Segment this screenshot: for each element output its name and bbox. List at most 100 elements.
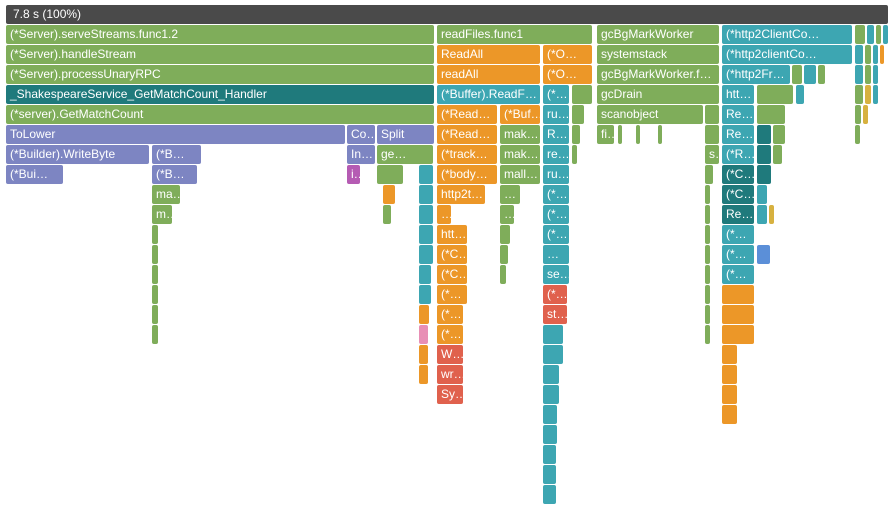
flame-frame-sliver[interactable]	[757, 205, 767, 224]
flame-frame-sliver[interactable]	[722, 285, 754, 304]
flame-frame-sliver[interactable]	[543, 445, 556, 464]
flame-frame-sliver[interactable]	[722, 385, 737, 404]
flame-frame-sliver[interactable]	[572, 145, 577, 164]
flame-frame[interactable]: (*C…	[722, 165, 754, 184]
flame-frame[interactable]: mak…	[500, 125, 540, 144]
flame-frame[interactable]: htt…	[722, 85, 754, 104]
flame-frame[interactable]: …	[500, 205, 514, 224]
flame-frame[interactable]: (*Buf…	[500, 105, 540, 124]
flame-frame-sliver[interactable]	[419, 205, 433, 224]
flame-frame-sliver[interactable]	[757, 145, 771, 164]
flame-frame-sliver[interactable]	[500, 225, 510, 244]
flame-frame[interactable]: (*Builder).WriteByte	[6, 145, 149, 164]
flame-frame[interactable]: htt…	[437, 225, 467, 244]
flame-frame[interactable]: Co…	[347, 125, 375, 144]
flame-frame-sliver[interactable]	[792, 65, 802, 84]
flame-frame-sliver[interactable]	[855, 125, 860, 144]
flame-frame-sliver[interactable]	[543, 365, 559, 384]
flame-frame-sliver[interactable]	[863, 105, 868, 124]
flame-frame[interactable]: http2t…	[437, 185, 485, 204]
flame-frame[interactable]: ReadAll	[437, 45, 540, 64]
flame-frame[interactable]: …	[543, 245, 569, 264]
flame-frame-sliver[interactable]	[873, 45, 878, 64]
flame-frame[interactable]: (*C…	[437, 265, 467, 284]
flame-frame[interactable]: (*…	[437, 325, 463, 344]
flame-frame-sliver[interactable]	[796, 85, 804, 104]
flame-frame-sliver[interactable]	[383, 205, 391, 224]
flame-frame[interactable]: wr…	[437, 365, 463, 384]
flame-frame[interactable]: (*track…	[437, 145, 497, 164]
flame-frame[interactable]: Re…	[722, 125, 754, 144]
flame-frame[interactable]: Sy…	[437, 385, 463, 404]
flame-frame[interactable]: Re…	[722, 205, 754, 224]
flame-frame-sliver[interactable]	[855, 25, 865, 44]
flame-frame[interactable]: Re…	[722, 105, 754, 124]
flame-frame-sliver[interactable]	[855, 105, 861, 124]
flame-frame[interactable]: (*B…	[152, 145, 201, 164]
flame-frame[interactable]: (*…	[543, 85, 569, 104]
flame-frame[interactable]: Split	[377, 125, 434, 144]
flame-frame-sliver[interactable]	[883, 25, 888, 44]
flame-frame-sliver[interactable]	[543, 485, 556, 504]
flame-frame[interactable]: (*…	[722, 245, 754, 264]
flame-frame-sliver[interactable]	[543, 325, 563, 344]
flame-frame-sliver[interactable]	[880, 45, 884, 64]
flame-frame-sliver[interactable]	[722, 345, 737, 364]
flame-frame-sliver[interactable]	[377, 165, 403, 184]
flame-frame[interactable]: (*Read…	[437, 105, 497, 124]
flame-frame-sliver[interactable]	[705, 125, 719, 144]
flame-frame[interactable]: (*Bui…	[6, 165, 63, 184]
flame-frame-sliver[interactable]	[152, 325, 158, 344]
flame-frame[interactable]: se…	[543, 265, 569, 284]
flame-frame[interactable]: (*…	[437, 305, 463, 324]
flame-frame-sliver[interactable]	[757, 105, 785, 124]
flame-frame[interactable]: gcBgMarkWorker	[597, 25, 719, 44]
flame-frame[interactable]: R…	[543, 125, 569, 144]
flame-frame-sliver[interactable]	[804, 65, 816, 84]
flame-frame-sliver[interactable]	[419, 345, 428, 364]
flame-frame[interactable]: mall…	[500, 165, 540, 184]
flame-frame-sliver[interactable]	[705, 105, 719, 124]
flame-frame[interactable]: gcBgMarkWorker.f…	[597, 65, 719, 84]
flame-frame[interactable]: (*Server).handleStream	[6, 45, 434, 64]
flame-frame-sliver[interactable]	[636, 125, 640, 144]
flame-frame-sliver[interactable]	[705, 225, 710, 244]
flame-frame-sliver[interactable]	[855, 65, 863, 84]
flame-frame-sliver[interactable]	[572, 85, 592, 104]
flame-frame[interactable]: (*O…	[543, 65, 592, 84]
flame-frame[interactable]: (*server).GetMatchCount	[6, 105, 434, 124]
flame-frame-sliver[interactable]	[543, 385, 559, 404]
flame-frame[interactable]: mak…	[500, 145, 540, 164]
flame-frame-sliver[interactable]	[757, 165, 771, 184]
flame-frame-sliver[interactable]	[383, 185, 395, 204]
flame-frame-sliver[interactable]	[757, 125, 771, 144]
flame-frame[interactable]: st…	[543, 305, 567, 324]
flame-frame-sliver[interactable]	[705, 325, 710, 344]
flame-frame-sliver[interactable]	[152, 285, 158, 304]
flame-frame-sliver[interactable]	[658, 125, 662, 144]
flame-frame[interactable]: (*R…	[722, 145, 754, 164]
flame-frame-sliver[interactable]	[572, 105, 584, 124]
flame-frame[interactable]: (*…	[543, 185, 569, 204]
flame-frame-sliver[interactable]	[773, 125, 785, 144]
flame-frame-sliver[interactable]	[705, 165, 713, 184]
flame-frame[interactable]: gcDrain	[597, 85, 719, 104]
flame-frame[interactable]: (*http2ClientCo…	[722, 25, 852, 44]
flame-frame[interactable]: W…	[437, 345, 463, 364]
flame-frame[interactable]: ge…	[377, 145, 433, 164]
flame-frame[interactable]: ma…	[152, 185, 180, 204]
flame-frame-sliver[interactable]	[873, 65, 878, 84]
flame-frame-sliver[interactable]	[722, 365, 737, 384]
flame-frame[interactable]: fi…	[597, 125, 614, 144]
flame-frame[interactable]: (*body…	[437, 165, 497, 184]
flame-frame[interactable]: (*http2Fr…	[722, 65, 790, 84]
flame-frame[interactable]: (*…	[722, 225, 754, 244]
flame-frame-sliver[interactable]	[705, 245, 710, 264]
flame-frame-sliver[interactable]	[543, 405, 557, 424]
flame-frame[interactable]: …	[437, 205, 451, 224]
flame-root-bar[interactable]: 7.8 s (100%)	[6, 5, 888, 24]
flame-frame-sliver[interactable]	[543, 345, 563, 364]
flame-frame-sliver[interactable]	[419, 165, 433, 184]
flame-frame[interactable]: (*…	[543, 225, 569, 244]
flame-frame[interactable]: (*Read…	[437, 125, 497, 144]
